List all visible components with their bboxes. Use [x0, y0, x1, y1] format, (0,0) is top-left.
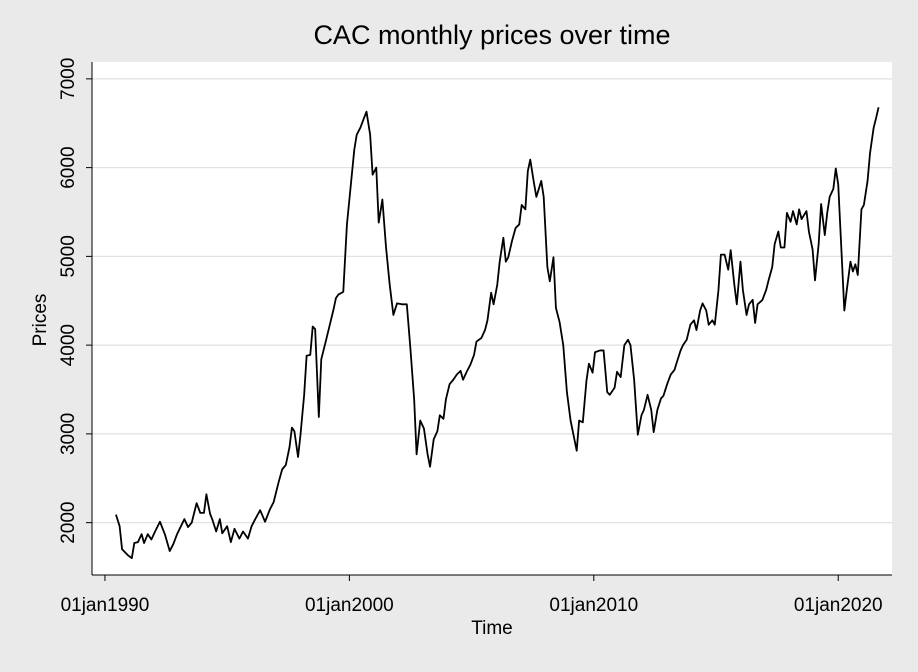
plot-area	[92, 62, 892, 575]
x-tick-label: 01jan2010	[549, 595, 638, 616]
x-tick-label: 01jan1990	[61, 595, 150, 616]
y-tick-label: 3000	[58, 413, 79, 455]
x-tick-label: 01jan2020	[794, 595, 883, 616]
y-tick-label: 2000	[58, 501, 79, 543]
y-axis-label: Prices	[30, 294, 51, 347]
x-tick-label: 01jan2000	[305, 595, 394, 616]
chart-title: CAC monthly prices over time	[313, 20, 670, 50]
y-tick-label: 6000	[58, 146, 79, 188]
y-tick-label: 4000	[58, 324, 79, 366]
price-line	[115, 107, 880, 560]
y-tick-label: 5000	[58, 235, 79, 277]
y-tick-label: 7000	[58, 58, 79, 100]
x-axis-label: Time	[471, 618, 513, 639]
